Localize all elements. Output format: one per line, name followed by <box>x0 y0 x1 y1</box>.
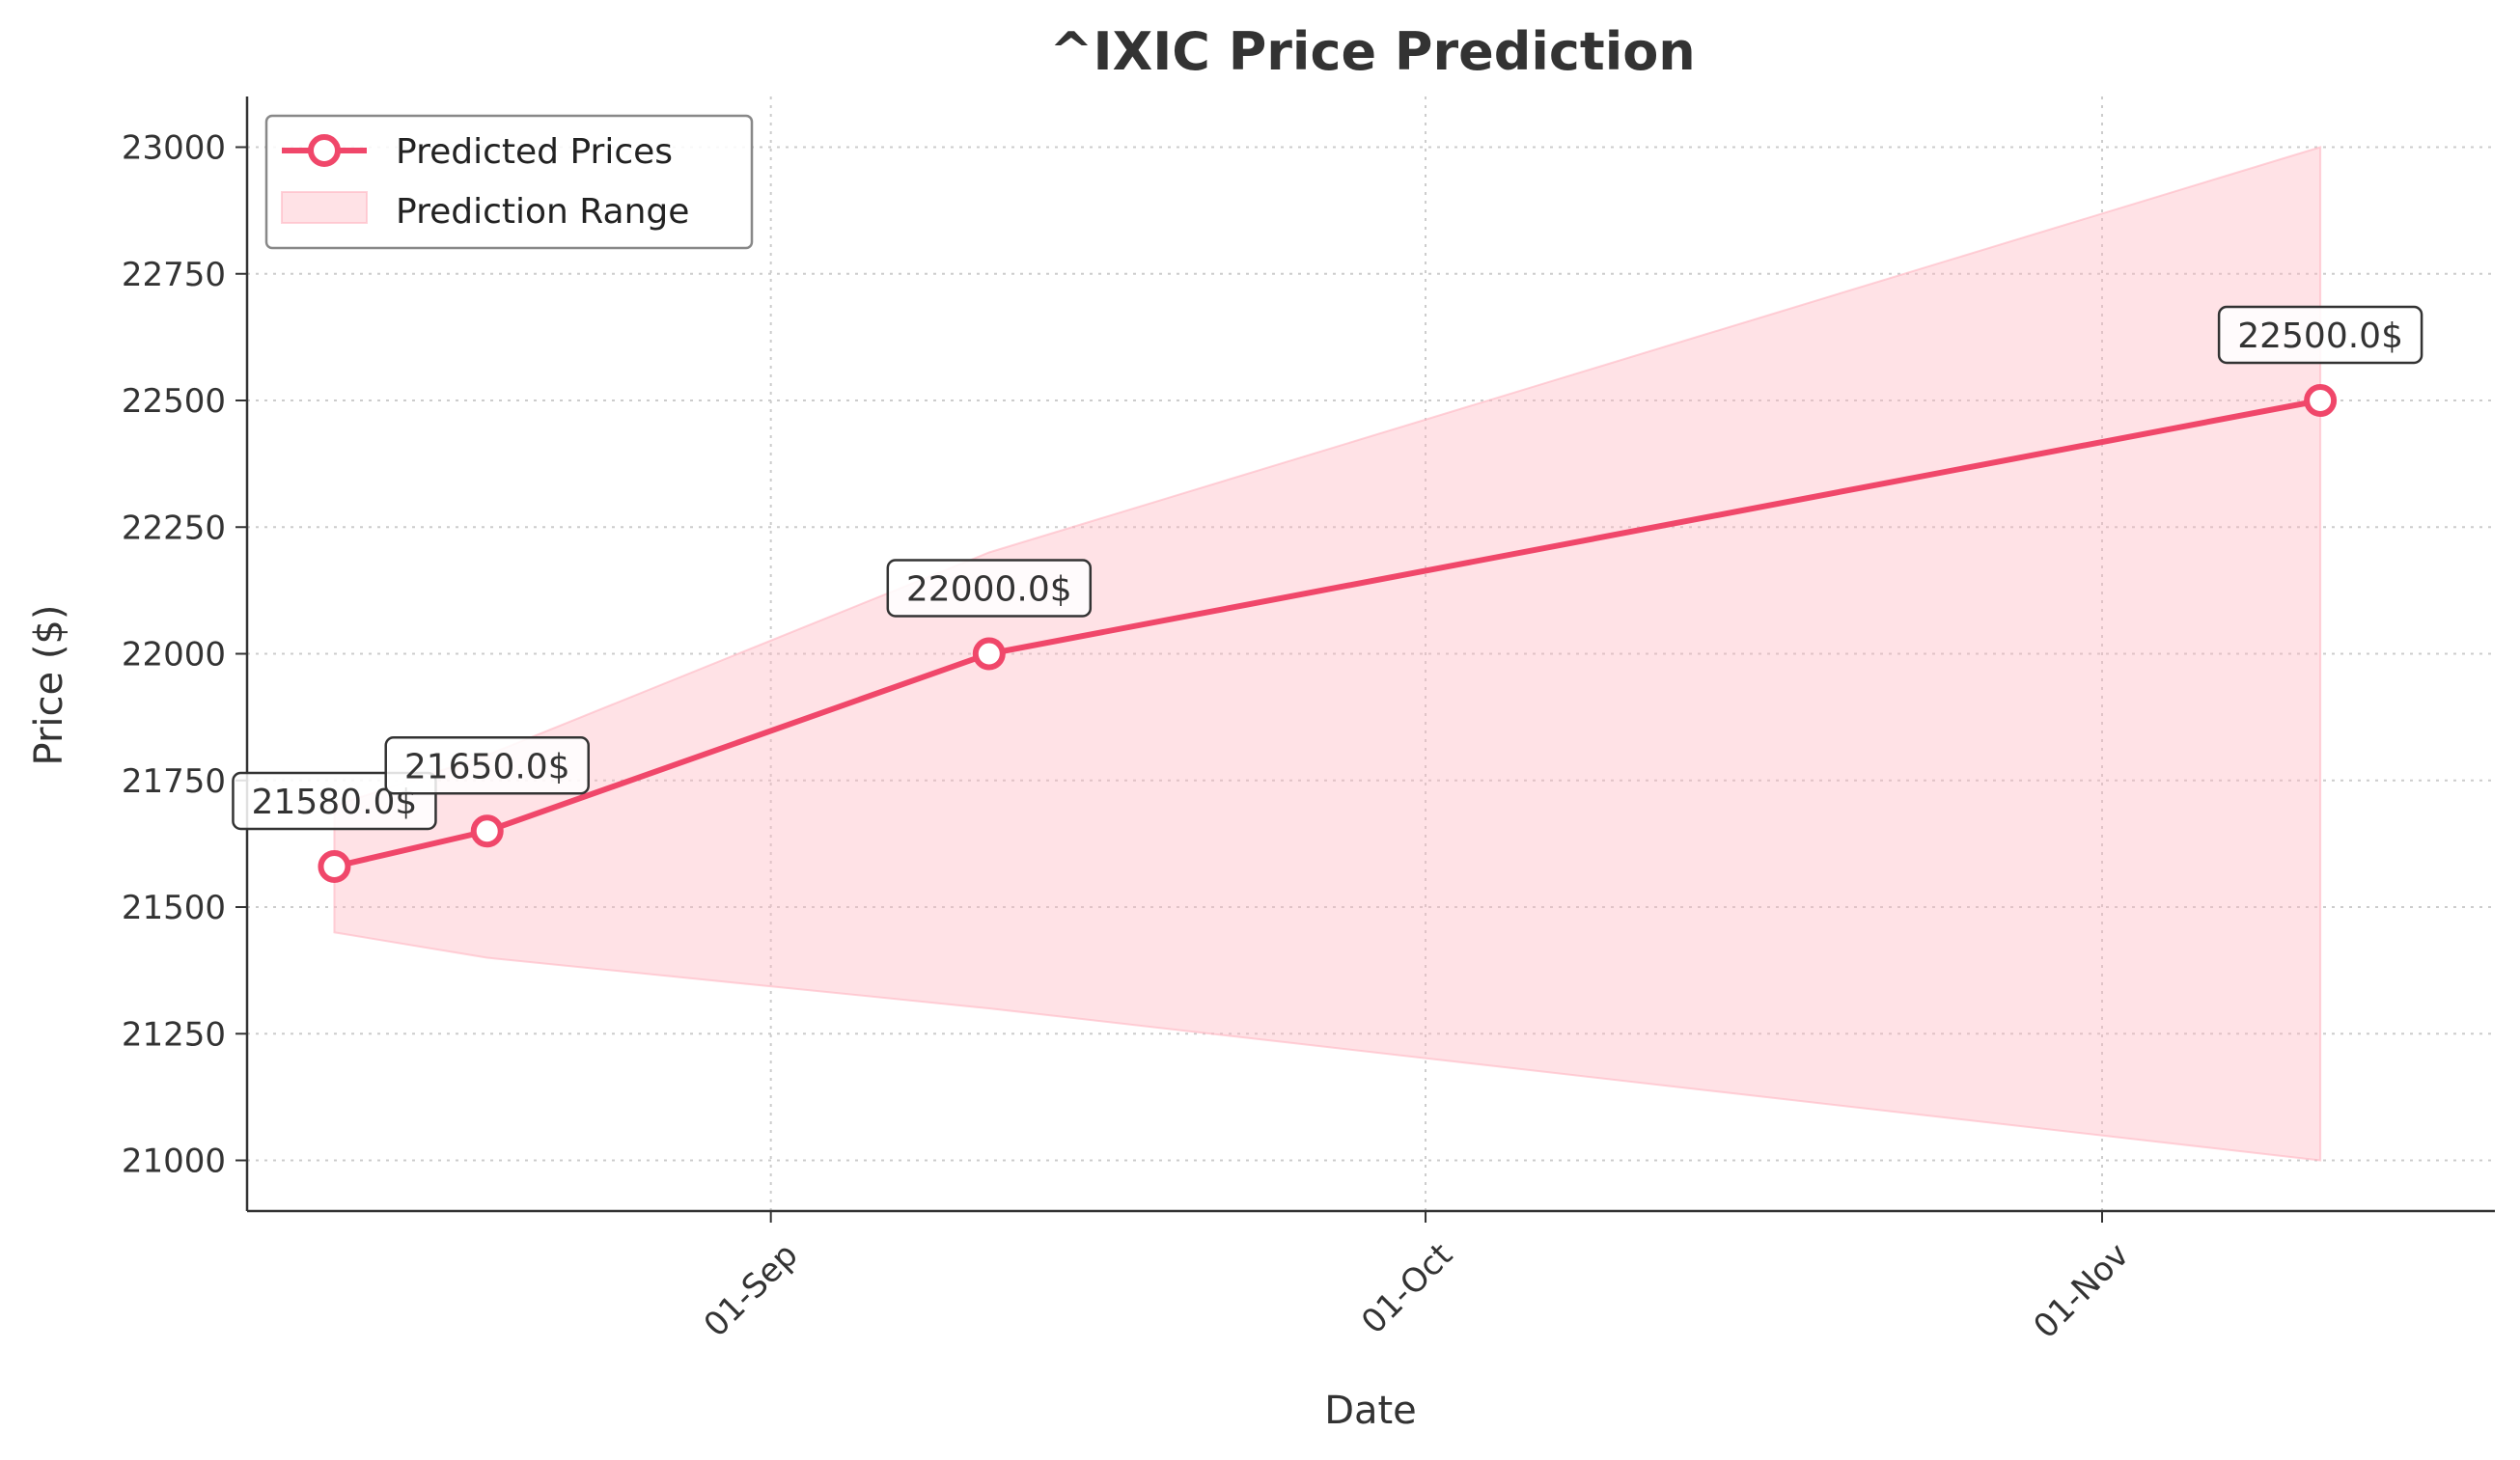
legend-band-swatch <box>281 191 368 224</box>
legend: Predicted Prices Prediction Range <box>264 114 754 250</box>
grid-lines <box>247 96 2495 1211</box>
y-tick-label: 23000 <box>122 129 226 168</box>
chart-title: ^IXIC Price Prediction <box>1049 21 1696 82</box>
data-label: 22500.0$ <box>2237 317 2403 356</box>
y-tick-label: 22250 <box>122 509 226 547</box>
data-label-group: 21580.0$21650.0$22000.0$22500.0$ <box>232 305 2423 831</box>
predicted-prices-line <box>333 398 2321 869</box>
data-label-box <box>886 559 1093 618</box>
prediction-range-band <box>333 146 2322 1162</box>
x-tick-label: 01-Oct <box>1354 1236 1460 1342</box>
data-point-marker <box>972 637 1006 671</box>
prediction-range-band-group <box>333 146 2322 1162</box>
data-label: 22000.0$ <box>906 570 1072 610</box>
y-tick-label: 22000 <box>122 636 226 675</box>
x-axis-title: Date <box>1324 1389 1417 1433</box>
y-tick-label: 21500 <box>122 889 226 927</box>
data-point-marker <box>470 814 504 848</box>
data-label-box <box>384 736 590 795</box>
y-axis-title: Price ($) <box>27 605 71 766</box>
legend-label-range: Prediction Range <box>396 192 689 232</box>
y-tick-label: 21750 <box>122 762 226 801</box>
data-point-marker <box>318 850 351 883</box>
x-tick-label: 01-Nov <box>2026 1236 2136 1346</box>
y-tick-label: 21000 <box>122 1143 226 1181</box>
x-tick-label: 01-Sep <box>697 1236 806 1345</box>
y-tick-label: 22500 <box>122 382 226 421</box>
y-tick-label: 21250 <box>122 1015 226 1054</box>
predicted-prices-line-group <box>318 384 2338 883</box>
axes: 21000 21250 21500 21750 22000 22250 22500 22750… <box>122 96 2495 1346</box>
y-tick-label: 22750 <box>122 256 226 294</box>
data-label-box <box>2217 305 2423 365</box>
legend-label-predicted: Predicted Prices <box>396 132 673 172</box>
legend-frame <box>264 114 754 250</box>
data-point-marker <box>2304 384 2338 417</box>
legend-marker-swatch <box>308 134 341 167</box>
data-label: 21650.0$ <box>404 747 570 786</box>
